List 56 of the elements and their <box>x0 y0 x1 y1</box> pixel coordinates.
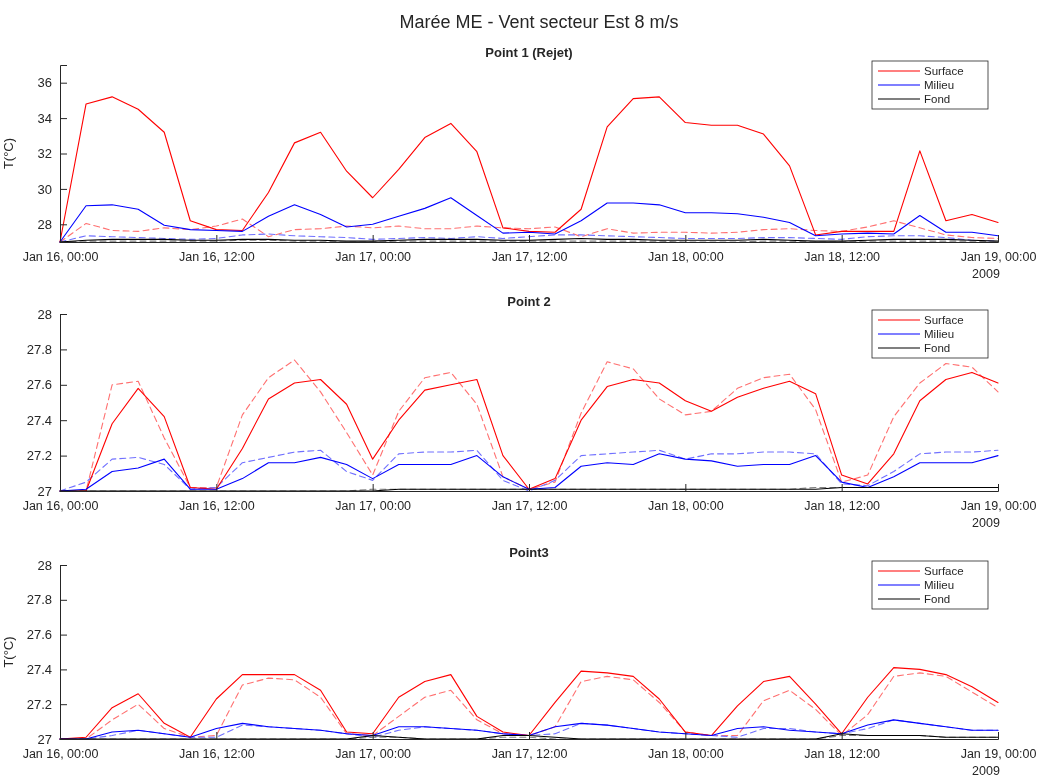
x-tick-label: Jan 16, 12:00 <box>178 746 255 761</box>
legend-label: Milieu <box>924 328 955 340</box>
x-tick-label: Jan 18, 00:00 <box>647 746 724 761</box>
x-tick-label: Jan 19, 00:00 <box>960 249 1037 264</box>
x-tick-label: Jan 17, 12:00 <box>491 249 568 264</box>
x-tick-label: Jan 18, 00:00 <box>647 498 724 513</box>
chart-subtitle: Point 1 (Rejet) <box>485 45 573 60</box>
x-tick-label: Jan 18, 00:00 <box>647 249 724 264</box>
y-tick-label: 27.4 <box>26 662 52 678</box>
x-tick-label: Jan 18, 12:00 <box>804 498 881 513</box>
legend-label: Surface <box>924 65 964 77</box>
x-tick-label: Jan 17, 00:00 <box>335 746 412 761</box>
x-tick-label: Jan 18, 12:00 <box>804 746 881 761</box>
y-tick-label: 27.2 <box>26 448 52 464</box>
y-tick-label: 28 <box>37 216 52 232</box>
x-tick-label: Jan 16, 00:00 <box>22 249 99 264</box>
y-tick-label: 27 <box>37 731 52 747</box>
text: 2009 <box>972 267 1000 281</box>
text: 2009 <box>972 516 1000 530</box>
y-tick-label: 34 <box>37 110 52 126</box>
chart-title: Point3 <box>509 545 549 560</box>
y-axis-title: T(°C) <box>1 137 16 170</box>
legend-label: Surface <box>924 565 964 577</box>
y-tick-label: 28 <box>37 557 52 573</box>
legend-label: Milieu <box>924 79 955 91</box>
x-tick-label: Jan 16, 00:00 <box>22 746 99 761</box>
x-tick-label: Jan 19, 00:00 <box>960 746 1037 761</box>
legend-label: Fond <box>924 342 951 354</box>
y-tick-label: 27.2 <box>26 696 52 712</box>
y-tick-label: 27.8 <box>26 342 52 358</box>
y-tick-label: 27.6 <box>26 627 52 643</box>
x-tick-label: Jan 19, 00:00 <box>960 498 1037 513</box>
legend-label: Milieu <box>924 579 955 591</box>
y-tick-label: 32 <box>37 146 52 162</box>
x-tick-label: Jan 17, 00:00 <box>335 249 412 264</box>
x-tick-label: Jan 16, 12:00 <box>178 249 255 264</box>
y-tick-label: 28 <box>37 306 52 322</box>
legend-label: Fond <box>924 593 951 605</box>
x-tick-label: Jan 17, 12:00 <box>491 746 568 761</box>
x-tick-label: Jan 16, 00:00 <box>22 498 99 513</box>
y-tick-label: 27 <box>37 483 52 499</box>
legend-label: Surface <box>924 314 964 326</box>
x-tick-label: Jan 17, 12:00 <box>491 498 568 513</box>
chart-title: Marée ME - Vent secteur Est 8 m/s <box>399 12 679 32</box>
y-tick-label: 27.6 <box>26 377 52 393</box>
x-tick-label: Jan 16, 12:00 <box>178 498 255 513</box>
x-tick-label: Jan 18, 12:00 <box>804 249 881 264</box>
x-tick-label: Jan 17, 00:00 <box>335 498 412 513</box>
y-tick-label: 36 <box>37 75 52 91</box>
text: 2009 <box>972 764 1000 778</box>
y-tick-label: 30 <box>37 181 52 197</box>
y-tick-label: 27.4 <box>26 412 52 428</box>
y-tick-label: 27.8 <box>26 592 52 608</box>
y-axis-title: T(°C) <box>1 636 16 668</box>
legend-label: Fond <box>924 93 951 105</box>
chart-title: Point 2 <box>507 294 551 309</box>
